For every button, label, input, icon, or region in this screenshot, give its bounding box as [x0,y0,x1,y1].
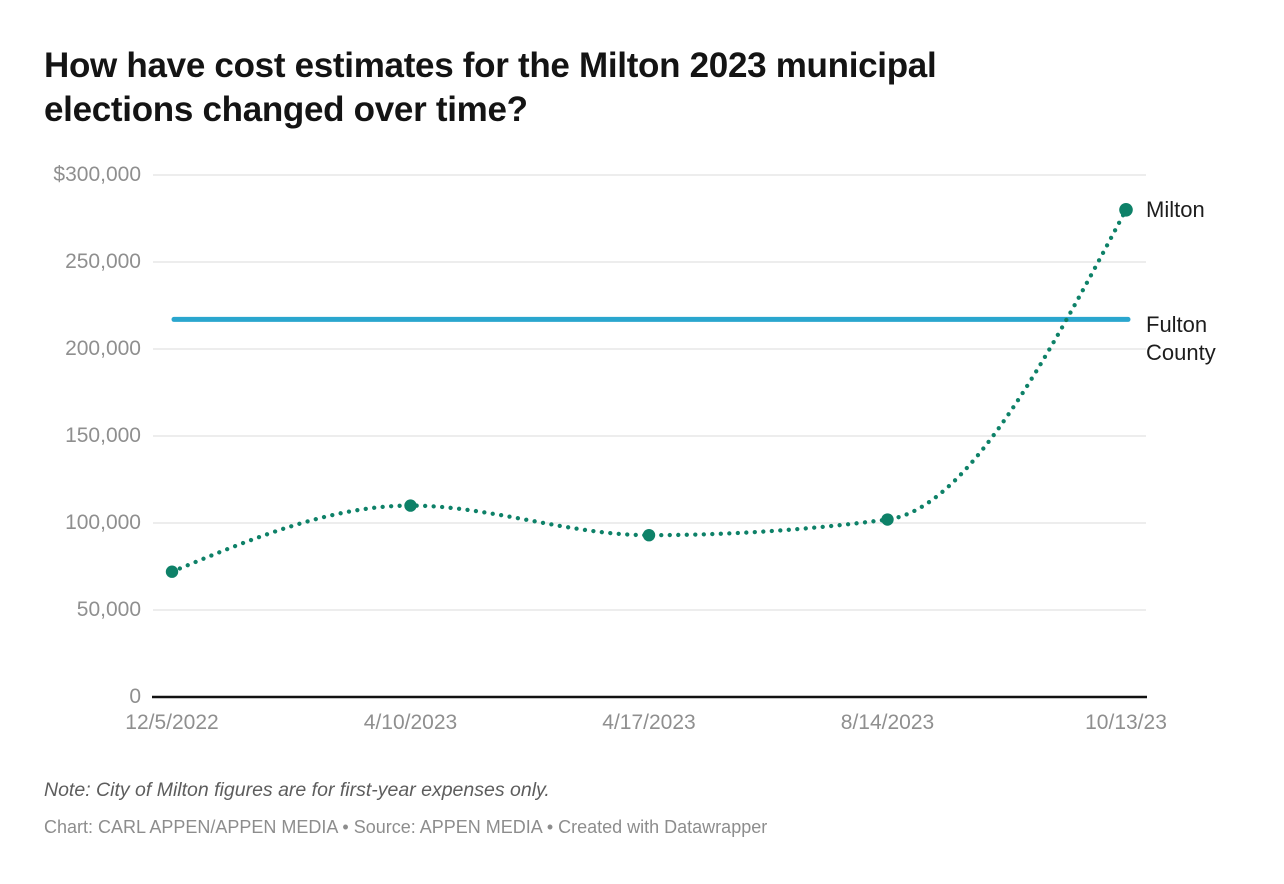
series-label-milton: Milton [1146,197,1205,222]
chart-note: Note: City of Milton figures are for fir… [44,779,550,801]
x-axis-tick-label: 10/13/23 [1085,711,1167,734]
y-axis-tick-label: 0 [129,685,141,708]
chart-byline: Chart: CARL APPEN/APPEN MEDIA • Source: … [44,817,768,837]
y-axis-tick-label: $300,000 [53,163,141,186]
y-axis-tick-label: 100,000 [65,511,141,534]
x-axis-tick-label: 4/17/2023 [602,711,696,734]
series-label-fulton-county: Fulton County [1146,312,1216,365]
chart-title-line2: elections changed over time? [44,90,528,129]
x-axis-tick-label: 4/10/2023 [363,711,458,734]
x-axis-tick-label: 12/5/2022 [125,711,219,734]
y-axis-tick-label: 150,000 [65,424,141,447]
y-axis-tick-label: 250,000 [65,250,141,273]
chart-title-line1: How have cost estimates for the Milton 2… [44,46,937,85]
y-axis-tick-label: 50,000 [76,598,141,621]
chart-title: How have cost estimates for the Milton 2… [44,44,937,132]
x-axis-tick-label: 8/14/2023 [840,711,935,734]
y-axis-tick-label: 200,000 [65,337,141,360]
